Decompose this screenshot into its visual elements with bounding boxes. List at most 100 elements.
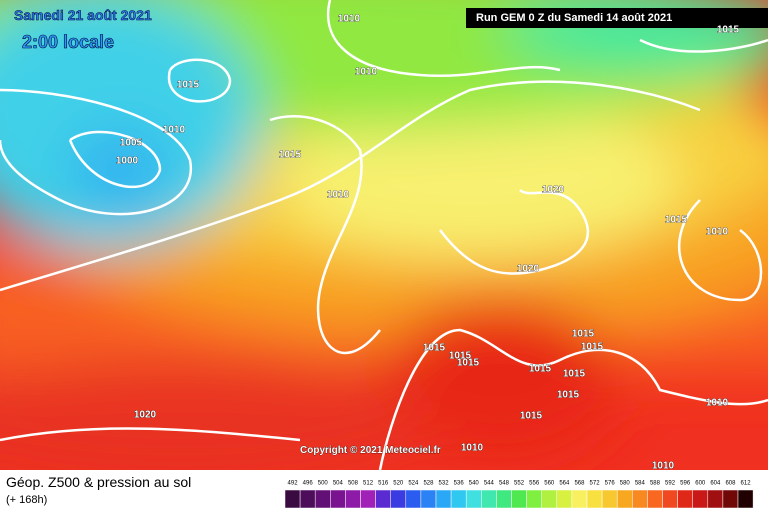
scale-swatch xyxy=(556,489,573,509)
scale-label: 516 xyxy=(378,481,389,487)
scale-swatch xyxy=(360,489,376,509)
isobar-label: 1010 xyxy=(355,67,378,78)
scale-swatch xyxy=(299,489,316,509)
scale-label: 608 xyxy=(725,481,736,487)
scale-swatch xyxy=(375,489,391,509)
isobar-label: 1010 xyxy=(163,125,186,136)
run-banner xyxy=(466,8,768,28)
scale-swatch xyxy=(330,489,346,509)
scale-label: 584 xyxy=(635,481,646,487)
scale-swatch xyxy=(284,489,301,509)
scale-swatch xyxy=(647,489,663,509)
scale-label: 588 xyxy=(650,481,661,487)
isobar-label: 1015 xyxy=(717,25,740,36)
isobar-label: 1010 xyxy=(652,461,675,472)
scale-swatch xyxy=(526,489,542,509)
scale-label: 528 xyxy=(423,481,434,487)
scale-label: 492 xyxy=(288,481,299,487)
scale-swatch xyxy=(314,489,331,509)
isobar-label: 1015 xyxy=(423,343,446,354)
isobar-label: 1020 xyxy=(517,264,540,275)
scale-label: 504 xyxy=(333,481,344,487)
scale-swatch xyxy=(420,489,437,509)
scale-label: 604 xyxy=(710,481,721,487)
isobar-label: 1015 xyxy=(520,411,543,422)
run-info: Run GEM 0 Z du Samedi 14 août 2021 xyxy=(476,12,672,24)
scale-swatch xyxy=(450,489,467,509)
scale-label: 544 xyxy=(484,481,495,487)
scale-swatch xyxy=(586,489,603,509)
scale-label: 548 xyxy=(499,481,510,487)
scale-swatch xyxy=(601,489,618,509)
scale-swatch xyxy=(662,489,678,509)
scale-label: 536 xyxy=(454,481,465,487)
scale-label: 592 xyxy=(665,481,676,487)
scale-swatch xyxy=(345,489,361,509)
scale-label: 612 xyxy=(741,481,752,487)
scale-label: 568 xyxy=(574,481,585,487)
field xyxy=(0,0,768,480)
scale-label: 576 xyxy=(605,481,616,487)
isobar-labels: 1010 1010 1015 1010 1005 1000 1015 1010 1020 1015… xyxy=(116,13,740,472)
scale-label: 580 xyxy=(620,481,631,487)
isobar-label: 1005 xyxy=(120,138,143,149)
scale-swatch xyxy=(571,489,588,509)
scale-label: 500 xyxy=(318,481,329,487)
scale-label: 600 xyxy=(695,481,706,487)
isobar-label: 1015 xyxy=(279,150,302,161)
isobar-label: 1000 xyxy=(116,156,139,167)
forecast-date: Samedi 21 août 2021 xyxy=(14,7,152,23)
isobar-label: 1010 xyxy=(706,398,729,409)
scale-label: 564 xyxy=(559,481,570,487)
scale-swatch xyxy=(707,489,724,509)
isobar-label: 1020 xyxy=(134,410,157,421)
isobar-label: 1020 xyxy=(542,185,565,196)
isobar-label: 1015 xyxy=(665,215,688,226)
scale-label: 524 xyxy=(408,481,419,487)
isobar-label: 1015 xyxy=(572,329,595,340)
scale-swatch xyxy=(722,489,739,509)
scale-swatch xyxy=(616,489,633,509)
scale-label: 560 xyxy=(544,481,555,487)
isobar-label: 1015 xyxy=(457,358,480,369)
scale-swatch xyxy=(541,489,558,509)
scale-label: 596 xyxy=(680,481,691,487)
scale-swatch xyxy=(677,489,693,509)
scale-swatch xyxy=(405,489,422,509)
isobar-label: 1015 xyxy=(563,369,586,380)
isobar-label: 1010 xyxy=(706,227,729,238)
legend-subtitle: (+ 168h) xyxy=(6,494,47,506)
scale-label: 540 xyxy=(469,481,480,487)
scale-swatch xyxy=(465,489,482,509)
isobar-label: 1015 xyxy=(581,342,604,353)
scale-label: 520 xyxy=(393,481,404,487)
scale-label: 508 xyxy=(348,481,359,487)
scale-swatch xyxy=(692,489,709,509)
isobars xyxy=(0,0,768,471)
scale-swatch xyxy=(435,489,452,509)
scale-label: 572 xyxy=(590,481,601,487)
scale-label: 532 xyxy=(439,481,450,487)
isobar-label: 1010 xyxy=(338,14,361,25)
scale-swatch xyxy=(632,489,648,509)
scale-swatch xyxy=(481,489,497,509)
scale-swatch xyxy=(390,489,407,509)
scale-swatch xyxy=(737,489,754,509)
isobar-label: 1015 xyxy=(449,351,472,362)
isobar-label: 1015 xyxy=(177,80,200,91)
isobar-label: 1010 xyxy=(461,443,484,454)
isobar-label: 1015 xyxy=(557,390,580,401)
isobar-label: 1010 xyxy=(327,190,350,201)
scale-label: 552 xyxy=(514,481,525,487)
scale-label: 556 xyxy=(529,481,540,487)
scale-swatch xyxy=(511,489,527,509)
scale-label: 512 xyxy=(363,481,374,487)
scale-label: 496 xyxy=(303,481,314,487)
color-scale: 492 496 500 504 508 512 516 520 524 528 532 536 540 5… xyxy=(284,481,754,509)
legend-title: Géop. Z500 & pression au sol xyxy=(6,474,191,490)
isobar-label: 1015 xyxy=(529,364,552,375)
scale-swatch xyxy=(496,489,512,509)
copyright: Copyright © 2021 Meteociel.fr xyxy=(300,445,441,456)
